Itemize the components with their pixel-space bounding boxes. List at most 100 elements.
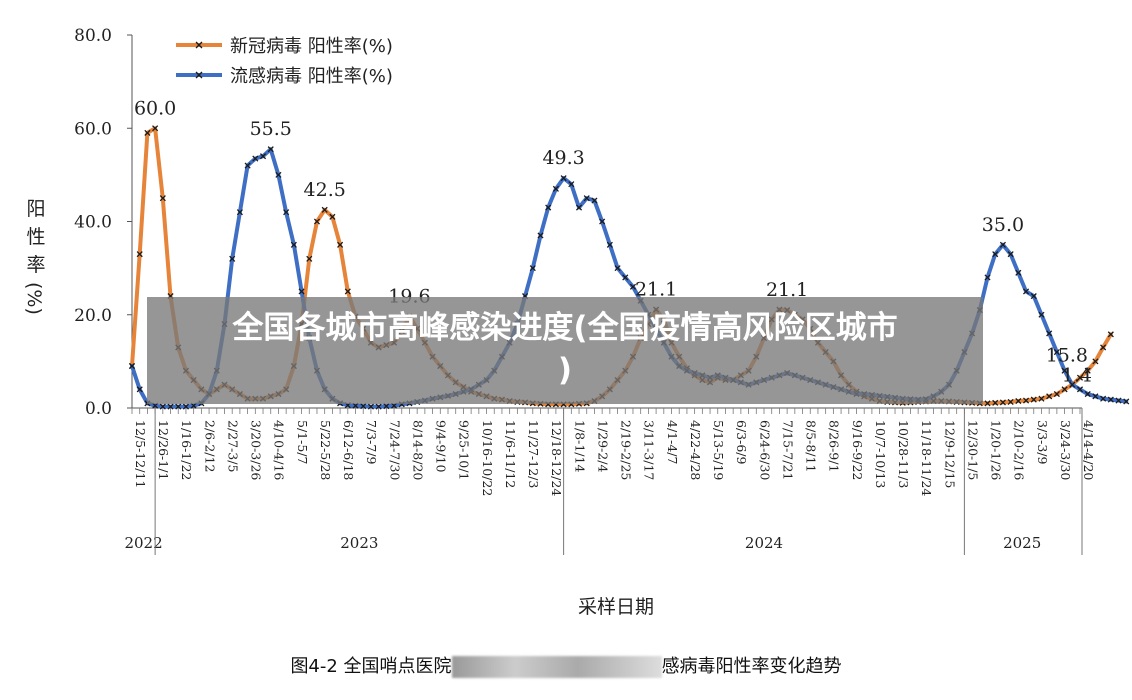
series-0-marker (1092, 358, 1099, 365)
series-0-marker (1100, 344, 1107, 351)
series-0-marker (984, 400, 991, 407)
x-tick-label: 1/20-1/26 (989, 420, 1004, 480)
series-1-marker (999, 241, 1006, 248)
series-1-marker (375, 403, 382, 410)
peak-label: 21.1 (766, 279, 808, 301)
peak-label: 60.0 (134, 97, 176, 119)
series-0-marker (1076, 374, 1084, 381)
x-tick-label: 8/26-9/1 (827, 420, 842, 472)
series-1-marker (1022, 288, 1030, 295)
legend-1-label: 流感病毒 阳性率(%) (230, 66, 393, 87)
series-1-marker (984, 274, 991, 281)
x-tick-label: 3/24-3/30 (1058, 420, 1073, 480)
series-1-marker (283, 209, 290, 216)
x-tick-label: 6/12-6/18 (341, 420, 356, 480)
series-1-marker (275, 171, 282, 178)
x-tick-label: 12/30-1/5 (965, 420, 980, 480)
series-0-marker (1022, 397, 1030, 404)
x-tick-label: 2/10-2/16 (1012, 420, 1027, 480)
series-1-marker (236, 209, 243, 216)
x-tick-label: 4/1-4/7 (665, 420, 680, 465)
x-tick-label: 8/14-8/20 (410, 420, 425, 480)
series-0-marker (144, 129, 151, 136)
series-1-marker (167, 403, 174, 410)
y-tick-label: 0.0 (85, 399, 112, 419)
series-1-marker (992, 251, 999, 258)
series-1-marker (1038, 311, 1045, 318)
series-1-marker (560, 175, 567, 182)
series-1-marker (1069, 381, 1076, 388)
series-1-marker (545, 204, 552, 211)
x-tick-label: 3/3-3/9 (1035, 420, 1050, 465)
y-axis-title-char: 阳 (26, 198, 45, 220)
legend-0-marker (195, 41, 203, 49)
x-tick-label: 1/16-1/22 (179, 420, 194, 480)
series-1-marker (1115, 397, 1122, 404)
series-1-marker (1007, 251, 1014, 258)
x-tick-label: 8/5-8/11 (804, 420, 819, 472)
series-0-marker (1007, 398, 1014, 405)
year-label: 2023 (340, 534, 378, 552)
y-axis-title-char: 性 (26, 226, 45, 248)
series-0-marker (152, 125, 159, 132)
series-1-marker (529, 265, 536, 272)
x-tick-label: 5/1-5/7 (295, 420, 310, 465)
series-1-marker (182, 403, 190, 410)
series-1-marker (1053, 348, 1060, 356)
x-tick-label: 4/22-4/28 (688, 420, 703, 480)
caption-blurred-region (451, 656, 662, 678)
peak-label: 55.5 (250, 118, 292, 140)
x-tick-label: 9/16-9/22 (850, 420, 865, 480)
series-0-marker (1061, 386, 1068, 393)
x-tick-label: 11/27-12/3 (526, 420, 541, 488)
x-tick-label: 3/11-3/17 (642, 420, 657, 480)
series-0-marker (999, 399, 1006, 406)
series-1-marker (622, 274, 629, 281)
x-tick-label: 1/8-1/14 (572, 420, 587, 472)
series-1-marker (1123, 398, 1130, 405)
series-1-marker (1015, 269, 1022, 276)
series-1-marker (128, 362, 136, 370)
series-1-marker (537, 232, 544, 239)
series-1-marker (1084, 390, 1091, 398)
x-tick-label: 2/27-3/5 (225, 420, 240, 472)
series-0-marker (329, 213, 336, 220)
x-tick-label: 12/26-1/1 (156, 420, 171, 480)
caption-prefix: 图4-2 全国哨点医院 (290, 656, 452, 677)
y-tick-label: 20.0 (74, 306, 112, 326)
x-tick-label: 12/18-12/24 (549, 420, 564, 496)
series-1-marker (298, 288, 305, 295)
series-0-marker (992, 399, 999, 406)
peak-label: 35.0 (982, 214, 1024, 236)
figure-caption: 图4-2 全国哨点医院 感病毒阳性率变化趋势 (0, 652, 1132, 678)
series-0-marker (159, 195, 166, 202)
x-tick-label: 12/9-12/15 (942, 420, 957, 488)
series-0-marker (313, 218, 321, 225)
series-0-marker (1053, 390, 1060, 398)
series-0-marker (1046, 393, 1053, 400)
series-1-marker (1030, 293, 1037, 300)
series-1-marker (136, 386, 143, 393)
x-axis-title: 采样日期 (578, 596, 654, 618)
y-axis-title-unit: (%) (23, 282, 45, 315)
series-1-marker (175, 403, 182, 410)
series-1-marker (252, 155, 259, 162)
x-tick-label: 7/15-7/21 (780, 420, 795, 480)
overlay-banner: 全国各城市高峰感染进度(全国疫情高风险区城市 ) (147, 297, 983, 404)
series-1-marker (629, 283, 637, 290)
series-0-marker (136, 251, 143, 258)
x-tick-label: 2/6-2/12 (202, 420, 217, 472)
series-0-marker (1084, 367, 1091, 374)
series-1-marker (606, 241, 613, 248)
year-label: 2024 (745, 534, 783, 552)
x-tick-label: 10/28-11/3 (896, 420, 911, 488)
series-0-marker (1030, 396, 1037, 403)
series-1-marker (614, 265, 621, 272)
x-tick-label: 9/4-9/10 (434, 420, 449, 472)
legend-1-marker (195, 71, 203, 79)
positivity-line-chart: 0.0 20.0 40.0 60.0 80.0 12/5-12/11 12/26-1/1 1/… (23, 26, 1130, 618)
x-tick-label: 10/16-10/22 (480, 420, 495, 496)
x-tick-label: 5/13-5/19 (711, 420, 726, 480)
x-tick-label: 7/3-7/9 (364, 420, 379, 465)
series-1-marker (1046, 330, 1053, 337)
